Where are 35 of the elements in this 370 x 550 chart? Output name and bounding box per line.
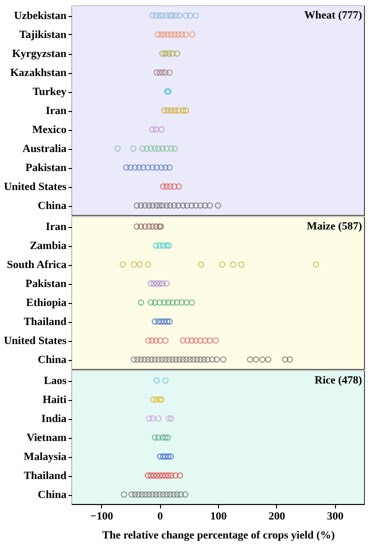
x-tick-label: 200 bbox=[268, 510, 286, 522]
x-tick-label: 300 bbox=[327, 510, 344, 522]
y-tick-label: Tajikistan bbox=[19, 29, 66, 41]
y-tick-label: Kyrgyzstan bbox=[12, 48, 66, 60]
y-tick-label: China bbox=[38, 489, 67, 501]
y-tick-label: South Africa bbox=[6, 259, 67, 271]
y-tick-label: Haiti bbox=[42, 394, 66, 406]
y-tick-label: Malaysia bbox=[24, 451, 67, 463]
y-tick-label: Vietnam bbox=[26, 432, 66, 444]
y-tick-label: Mexico bbox=[32, 124, 67, 136]
y-tick-label: Thailand bbox=[24, 470, 66, 482]
y-tick-label: Pakistan bbox=[26, 278, 66, 290]
y-tick-label: Laos bbox=[44, 375, 68, 387]
y-tick-label: Australia bbox=[22, 143, 67, 155]
x-axis-title: The relative change percentage of crops yield (%) bbox=[102, 530, 336, 542]
x-tick-label: 0 bbox=[157, 510, 164, 522]
y-tick-label: Uzbekistan bbox=[14, 10, 66, 22]
y-tick-label: Iran bbox=[46, 221, 66, 233]
x-tick-label: 100 bbox=[210, 510, 228, 522]
y-tick-label: China bbox=[38, 354, 67, 366]
y-tick-label: China bbox=[38, 200, 67, 212]
band-label: Rice (478) bbox=[314, 374, 362, 386]
y-tick-label: Kazakhstan bbox=[10, 67, 66, 79]
y-tick-label: United States bbox=[4, 335, 68, 347]
band-label: Maize (587) bbox=[306, 220, 362, 232]
x-tick-label: −100 bbox=[90, 510, 114, 522]
y-tick-label: India bbox=[41, 413, 67, 425]
y-tick-label: Thailand bbox=[24, 316, 66, 328]
y-tick-label: Iran bbox=[46, 105, 66, 117]
y-tick-label: Ethiopia bbox=[26, 297, 67, 309]
y-tick-label: United States bbox=[4, 181, 68, 193]
y-tick-label: Pakistan bbox=[26, 162, 66, 174]
band-label: Wheat (777) bbox=[304, 10, 362, 22]
y-tick-label: Turkey bbox=[32, 86, 67, 98]
y-tick-label: Zambia bbox=[30, 240, 67, 252]
